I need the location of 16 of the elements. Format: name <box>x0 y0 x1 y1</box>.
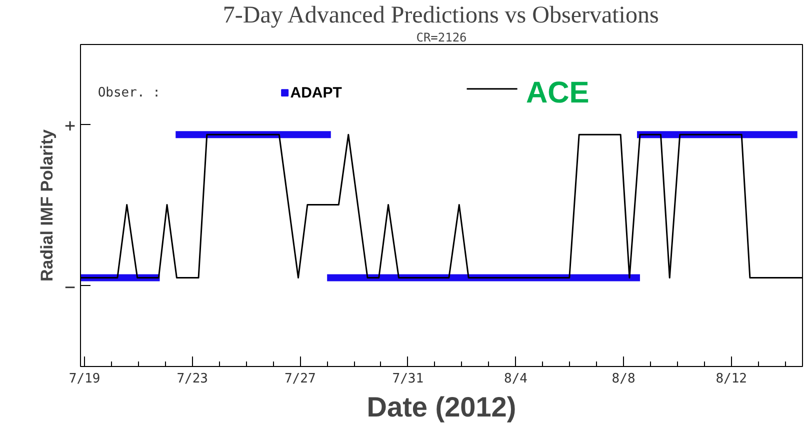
x-tick-label: 8/8 <box>612 372 636 386</box>
x-tick-label: 8/4 <box>504 372 528 386</box>
chart-title: 7-Day Advanced Predictions vs Observations <box>222 2 659 28</box>
text: + <box>64 116 76 137</box>
text: − <box>64 276 76 298</box>
y-axis-title: Radial IMF Polarity <box>38 128 57 282</box>
x-tick-label: 8/12 <box>716 372 748 386</box>
chart-subtitle: CR=2126 <box>416 30 467 44</box>
legend-label: ADAPT <box>290 84 342 102</box>
x-tick-label: 7/23 <box>176 372 208 386</box>
legend-label: ACE <box>526 76 590 110</box>
x-tick-label: 7/19 <box>68 372 100 386</box>
x-tick-label: 7/31 <box>392 372 424 386</box>
x-tick-label: 7/27 <box>284 372 316 386</box>
x-axis-title: Date (2012) <box>366 392 516 422</box>
legend-title: Obser. : <box>98 85 160 100</box>
